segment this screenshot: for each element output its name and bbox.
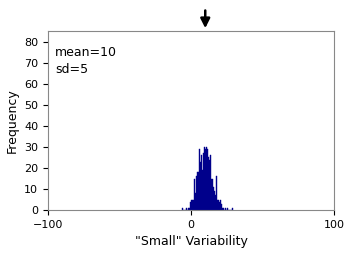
Bar [189, 208, 190, 210]
X-axis label: "Small" Variability: "Small" Variability [134, 235, 247, 248]
Bar [190, 202, 191, 210]
Bar [197, 172, 198, 210]
Bar [212, 187, 214, 210]
Bar [201, 155, 202, 210]
Bar [206, 147, 208, 210]
Bar [215, 195, 216, 210]
Bar [225, 208, 226, 210]
Bar [209, 160, 210, 210]
Bar [223, 208, 224, 210]
Bar [203, 153, 204, 210]
Bar [217, 200, 218, 210]
Bar [205, 149, 206, 210]
Bar [194, 179, 195, 210]
Bar [198, 172, 199, 210]
Bar [227, 208, 228, 210]
Y-axis label: Frequency: Frequency [6, 88, 19, 153]
Bar [219, 200, 220, 210]
Text: sd=5: sd=5 [55, 62, 88, 76]
Bar [222, 208, 223, 210]
Bar [193, 200, 194, 210]
Bar [232, 208, 233, 210]
Bar [199, 149, 200, 210]
Bar [186, 208, 187, 210]
Bar [214, 191, 215, 210]
Text: mean=10: mean=10 [55, 46, 117, 59]
Bar [218, 200, 219, 210]
Bar [188, 208, 189, 210]
Bar [220, 204, 222, 210]
Bar [202, 170, 203, 210]
Bar [216, 177, 217, 210]
Bar [192, 200, 193, 210]
Bar [195, 193, 196, 210]
Bar [196, 177, 197, 210]
Bar [200, 162, 201, 210]
Bar [208, 149, 209, 210]
Bar [211, 179, 212, 210]
Bar [204, 147, 205, 210]
Bar [182, 208, 183, 210]
Bar [191, 200, 192, 210]
Bar [210, 155, 211, 210]
